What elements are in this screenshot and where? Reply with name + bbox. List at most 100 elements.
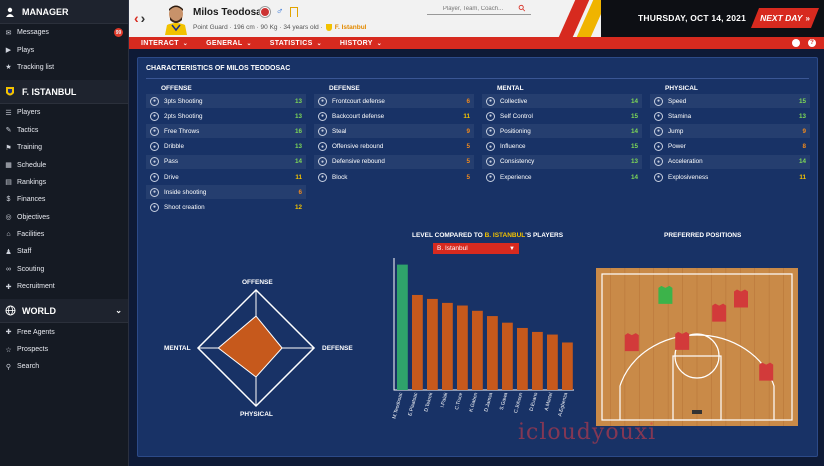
sidebar-item-players[interactable]: ☰ Players [0,104,128,121]
sidebar-item-objectives[interactable]: ◎ Objectives [0,209,128,226]
sidebar-item-free-agents[interactable]: ✚ Free Agents [0,323,128,340]
sidebar-item-label: Players [17,109,41,117]
attribute-icon: ● [486,172,495,182]
attribute-label: Positioning [500,127,531,135]
attribute-label: Acceleration [668,158,703,166]
court-diagram [596,268,798,426]
bookmark-icon[interactable] [289,7,298,17]
forward-icon[interactable]: › [140,10,146,26]
attribute-row: ● Acceleration 14 [650,154,810,169]
title-divider [146,78,809,79]
attribute-icon: ● [150,172,159,182]
attribute-value: 14 [630,97,638,105]
attribute-row: ● Consistency 13 [482,154,642,169]
attribute-value: 9 [466,127,470,135]
sidebar-item-tracking-list[interactable]: ★ Tracking list [0,59,128,76]
back-icon[interactable]: ‹ [134,10,139,26]
players-icon: ☰ [5,109,12,117]
sidebar-item-prospects[interactable]: ☆ Prospects [0,341,128,358]
bar-label-9: D.Evans [529,391,540,411]
sidebar-item-label: Staff [17,248,32,256]
bar-5 [472,310,483,390]
attribute-value: 13 [630,158,638,166]
sidebar-item-recruitment[interactable]: ✚ Recruitment [0,278,128,295]
gender-icon: ♂ [276,6,284,17]
attribute-label: Influence [500,143,526,151]
attribute-label: 2pts Shooting [164,112,203,120]
search-icon[interactable]: ⚲ [516,2,528,15]
attribute-label: Consistency [500,158,535,166]
sidebar-club-label: F. ISTANBUL [22,86,77,97]
attribute-row: ● Jump 9 [650,124,810,139]
attribute-row: ● Drive 11 [146,170,306,184]
sidebar-world-header[interactable]: WORLD ⌄ [0,299,128,324]
attribute-row: ● Free Throws 16 [146,124,306,139]
attr-column-header: MENTAL [497,85,524,92]
player-club-link[interactable]: F. Istanbul [334,24,367,31]
attribute-icon: ● [654,126,663,136]
sidebar-item-messages[interactable]: ✉ Messages 99 [0,24,128,41]
player-icons: ♂ [260,7,298,17]
attribute-label: Pass [164,158,178,166]
team-select[interactable]: B. Istanbul ▼ [433,243,519,254]
attribute-row: ● Collective 14 [482,94,642,108]
attribute-value: 11 [295,173,302,181]
characteristics-title: CHARACTERISTICS OF MILOS TEODOSAC [146,65,291,72]
sidebar-item-tactics[interactable]: ✎ Tactics [0,122,128,139]
sidebar-club-header[interactable]: F. ISTANBUL [0,80,128,105]
prospects-icon: ☆ [5,346,12,354]
bar-label-1: E.Plaatsac [407,391,419,416]
attribute-value: 14 [630,127,638,135]
top-header: ‹ › Milos Teodosac ♂ Point Guard · 196 c… [129,0,824,37]
bar-0 [397,264,408,390]
chevron-down-icon: ⌄ [182,40,189,47]
bar-label-11: A.Egbenza [557,392,569,417]
tab-history[interactable]: HISTORY ⌄ [328,40,388,47]
attribute-row: ● Pass 14 [146,154,306,169]
sidebar-item-training[interactable]: ⚑ Training [0,139,128,156]
sidebar-item-label: Tracking list [17,63,55,71]
sidebar-item-finances[interactable]: $ Finances [0,191,128,208]
attribute-icon: ● [654,96,663,106]
unread-badge: 99 [114,28,123,37]
attribute-value: 13 [294,112,302,120]
bar-1 [412,294,423,390]
next-day-button[interactable]: NEXT DAY » [751,8,819,28]
attribute-value: 6 [466,97,470,105]
sidebar-item-rankings[interactable]: ▤ Rankings [0,174,128,191]
tab-statistics[interactable]: STATISTICS ⌄ [258,40,328,47]
sidebar-item-search[interactable]: ⚲ Search [0,358,128,375]
attribute-value: 14 [630,173,638,181]
bar-9 [532,331,543,390]
club-logo-icon [4,86,16,98]
attribute-icon: ● [318,142,327,152]
history-nav: ‹ › [134,11,145,25]
positions-title: PREFERRED POSITIONS [664,232,742,239]
sidebar-item-staff[interactable]: ♟ Staff [0,243,128,260]
free-agents-icon: ✚ [5,329,12,337]
bar-4 [457,305,468,390]
search-input[interactable] [427,5,519,12]
sidebar-item-label: Training [17,144,43,152]
attribute-icon: ● [486,96,495,106]
sidebar-item-schedule[interactable]: ▦ Schedule [0,156,128,173]
sidebar-manager-header[interactable]: MANAGER [0,0,128,24]
sidebar-item-label: Free Agents [17,328,55,336]
attribute-value: 5 [466,173,470,181]
sidebar-item-facilities[interactable]: ⌂ Facilities [0,226,128,243]
tab-general[interactable]: GENERAL ⌄ [194,40,258,47]
sidebar-item-plays[interactable]: ▶ Plays [0,41,128,58]
chevron-down-icon[interactable]: ⌄ [115,306,122,316]
finances-icon: $ [6,196,11,204]
settings-icon[interactable] [792,39,800,47]
attribute-row: ● Backcourt defense 11 [314,109,474,123]
sidebar-item-label: Rankings [17,178,47,186]
attribute-row: ● Block 5 [314,170,474,184]
tab-interact[interactable]: INTERACT ⌄ [129,40,194,47]
sidebar-item-scouting[interactable]: ∞ Scouting [0,261,128,278]
help-icon[interactable]: ? [808,39,816,47]
chevron-down-icon: ⌄ [246,40,252,47]
sidebar-manager-label: MANAGER [22,6,69,17]
radar-label-bottom: PHYSICAL [240,411,273,418]
bar-label-4: C.Truce [454,392,464,411]
